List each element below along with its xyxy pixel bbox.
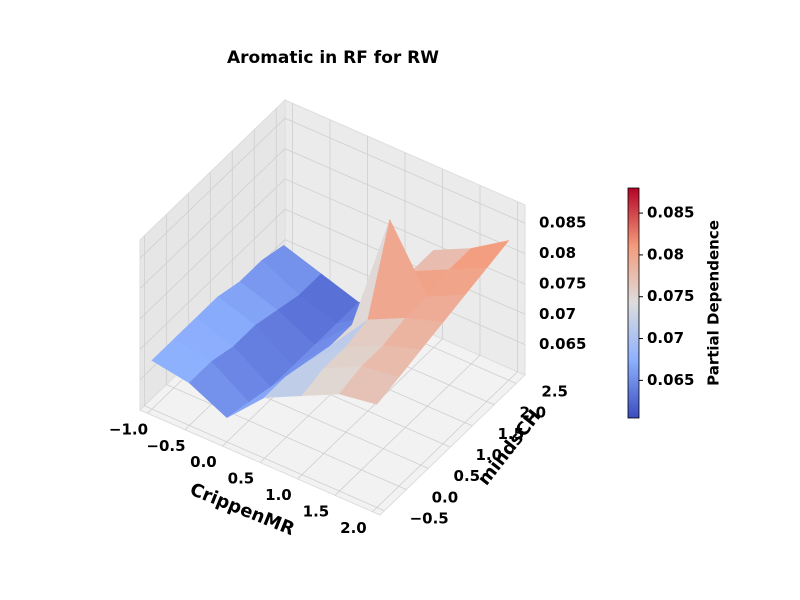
z-tick-label: 0.085 (539, 214, 586, 232)
grid-line (139, 117, 526, 259)
grid-line (165, 214, 407, 490)
z-tick-label: 0.08 (539, 244, 576, 262)
x-tick-label: 2.0 (340, 519, 367, 537)
colorbar (627, 187, 640, 419)
y-tick-label: 1.5 (497, 425, 524, 443)
z-tick-label: 0.065 (539, 335, 586, 353)
colorbar-tick-label: 0.065 (647, 371, 694, 389)
grid-line (139, 148, 526, 289)
y-tick-label: 0.0 (432, 488, 459, 506)
y-tick-label: 2.5 (541, 382, 568, 400)
surface-cell (338, 366, 400, 405)
x-tick-label: 1.0 (265, 486, 292, 504)
colorbar-tick-label: 0.07 (647, 329, 684, 347)
colorbar-tick-label: 0.085 (647, 204, 694, 222)
x-tick-label: 1.5 (303, 502, 330, 520)
x-tick-label: 0.0 (190, 453, 217, 471)
grid-line (143, 235, 385, 512)
y-tick-label: 1.0 (476, 446, 503, 464)
colorbar-tick-label: 0.075 (647, 287, 694, 305)
colorbar-label: Partial Dependence (705, 220, 723, 386)
y-tick-label: 2.0 (519, 404, 546, 422)
y-tick-label: 0.5 (454, 467, 481, 485)
chart-title: Aromatic in RF for RW (227, 48, 439, 68)
x-tick-label: 0.5 (228, 470, 255, 488)
colorbar-tick-label: 0.08 (647, 245, 684, 263)
y-tick-label: −0.5 (410, 510, 449, 528)
x-tick-label: −0.5 (146, 437, 185, 455)
z-tick-label: 0.075 (539, 274, 586, 292)
x-tick-label: −1.0 (109, 420, 148, 438)
z-tick-label: 0.07 (539, 305, 576, 323)
grid-line (139, 178, 526, 320)
